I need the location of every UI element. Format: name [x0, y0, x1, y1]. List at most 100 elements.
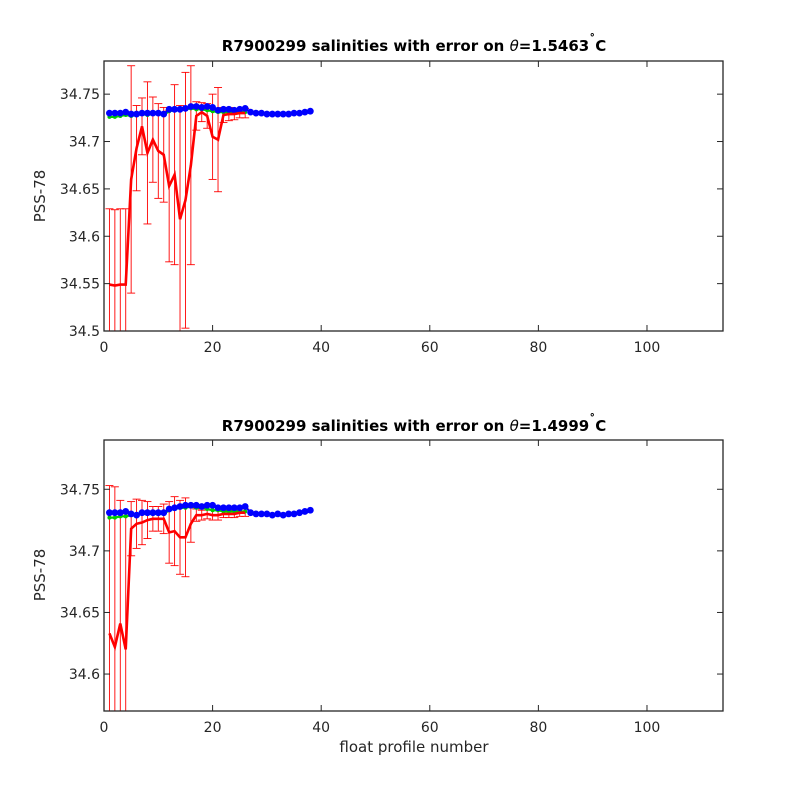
calibrated-point	[285, 510, 293, 518]
y-tick-label: 34.75	[60, 87, 100, 103]
salinity-chart-bottom: R7900299 salinities with error on θ=1.49…	[31, 412, 724, 756]
calibrated-point	[220, 504, 227, 512]
calibrated-point	[296, 509, 303, 517]
y-axis-label: PSS-78	[31, 549, 49, 602]
calibrated-point	[144, 109, 151, 117]
axes-box	[103, 60, 724, 332]
mapped-point	[210, 508, 215, 513]
calibrated-point	[274, 110, 282, 118]
calibrated-point	[236, 504, 244, 512]
calibrated-point	[154, 109, 162, 117]
calibrated-point	[225, 504, 233, 512]
axes-box	[103, 439, 724, 712]
x-tick-label: 80	[529, 720, 547, 736]
x-tick-label: 100	[634, 720, 661, 736]
calibrated-point	[171, 105, 178, 113]
calibrated-point	[192, 103, 200, 110]
x-tick-label: 20	[204, 720, 222, 736]
calibrated-point	[187, 501, 195, 509]
calibrated-point	[241, 503, 249, 510]
y-tick-label: 34.6	[69, 667, 100, 683]
x-tick-label: 60	[421, 340, 439, 356]
calibrated-point	[182, 501, 189, 509]
calibrated-point	[198, 104, 206, 111]
y-tick-label: 34.65	[60, 605, 100, 621]
x-tick-label: 60	[421, 720, 439, 736]
series-line-float	[108, 511, 246, 652]
y-tick-label: 34.6	[69, 229, 100, 245]
salinity-chart-top: R7900299 salinities with error on θ=1.54…	[31, 32, 724, 356]
calibrated-point	[306, 506, 314, 514]
calibrated-point	[176, 503, 184, 510]
calibrated-point	[203, 103, 211, 110]
calibrated-point	[176, 105, 184, 113]
calibrated-point	[133, 110, 140, 118]
calibrated-point	[296, 109, 303, 117]
x-tick-label: 20	[204, 340, 222, 356]
calibrated-point	[116, 109, 124, 117]
calibrated-point	[160, 509, 168, 517]
calibrated-point	[290, 109, 298, 117]
calibrated-point	[306, 107, 314, 115]
calibrated-point	[263, 110, 271, 118]
calibrated-point	[252, 109, 260, 117]
calibrated-point	[301, 108, 309, 116]
calibrated-point	[154, 509, 162, 517]
calibrated-point	[220, 105, 227, 113]
calibrated-point	[171, 504, 178, 512]
calibrated-point	[241, 104, 249, 112]
x-tick-label: 0	[100, 340, 109, 356]
mapped-point	[107, 515, 112, 520]
calibrated-point	[144, 509, 151, 517]
y-tick-label: 34.55	[60, 277, 100, 293]
y-tick-label: 34.5	[69, 324, 100, 340]
calibrated-point	[122, 108, 130, 116]
calibrated-point	[290, 510, 298, 518]
series-line-float	[109, 110, 246, 287]
y-tick-label: 34.65	[60, 182, 100, 198]
x-tick-label: 40	[312, 340, 330, 356]
calibrated-point	[192, 501, 200, 509]
calibrated-point	[116, 509, 124, 517]
calibrated-point	[165, 105, 173, 113]
calibrated-point	[258, 510, 265, 518]
calibrated-point	[149, 509, 157, 517]
calibrated-point	[138, 109, 146, 117]
y-tick-label: 34.7	[69, 544, 100, 560]
chart-title: R7900299 salinities with error on θ=1.49…	[222, 412, 606, 435]
chart-title: R7900299 salinities with error on θ=1.54…	[222, 32, 606, 55]
x-tick-label: 0	[100, 720, 109, 736]
calibrated-point	[106, 509, 113, 517]
calibrated-point	[268, 110, 276, 118]
calibrated-point	[268, 511, 276, 519]
x-tick-label: 80	[529, 340, 547, 356]
x-axis-label: float profile number	[339, 738, 489, 756]
calibrated-point	[214, 504, 222, 512]
calibrated-point	[285, 110, 293, 118]
calibrated-point	[258, 109, 265, 117]
plot-data	[105, 485, 314, 711]
x-tick-label: 40	[312, 720, 330, 736]
calibrated-point	[279, 110, 287, 118]
calibrated-point	[230, 106, 238, 114]
calibrated-point	[230, 504, 238, 512]
x-tick-label: 100	[634, 340, 661, 356]
calibrated-point	[133, 511, 140, 519]
y-tick-label: 34.75	[60, 482, 100, 498]
plot-data	[105, 65, 314, 331]
calibrated-point	[127, 110, 135, 118]
calibrated-point	[160, 110, 168, 118]
calibrated-point	[252, 510, 260, 518]
calibrated-point	[236, 105, 244, 113]
calibrated-point	[111, 109, 119, 117]
calibrated-point	[214, 106, 222, 114]
calibrated-point	[187, 103, 195, 110]
calibrated-point	[247, 509, 255, 517]
calibrated-point	[106, 109, 113, 117]
y-tick-label: 34.7	[69, 135, 100, 151]
calibrated-point	[149, 109, 157, 117]
calibrated-point	[209, 501, 216, 509]
calibrated-point	[263, 510, 271, 518]
